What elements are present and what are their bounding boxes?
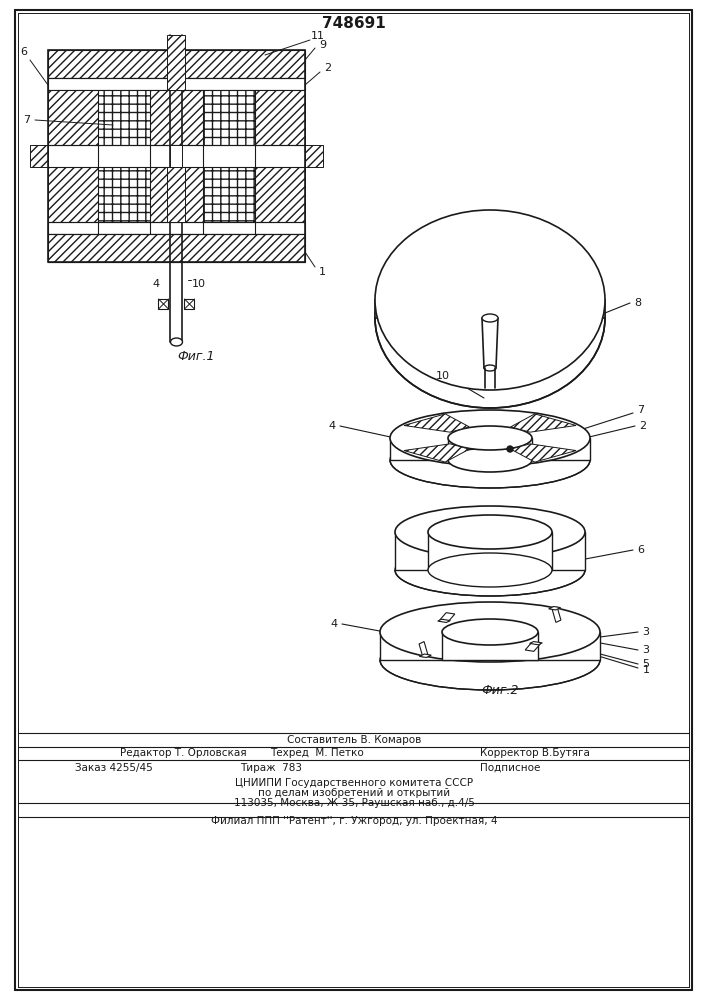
Text: 1: 1 bbox=[643, 665, 650, 675]
Polygon shape bbox=[442, 632, 538, 660]
Text: 10: 10 bbox=[192, 279, 206, 289]
Bar bbox=[203, 90, 255, 145]
Polygon shape bbox=[438, 619, 450, 622]
Text: Тираж  783: Тираж 783 bbox=[240, 763, 302, 773]
Bar bbox=[48, 50, 305, 262]
Polygon shape bbox=[395, 532, 585, 570]
Ellipse shape bbox=[375, 210, 605, 390]
Text: 4: 4 bbox=[329, 421, 336, 431]
Text: 2: 2 bbox=[325, 63, 332, 73]
Text: 2: 2 bbox=[639, 421, 647, 431]
Ellipse shape bbox=[442, 619, 538, 645]
Text: 6: 6 bbox=[638, 545, 645, 555]
Bar bbox=[255, 90, 305, 145]
Ellipse shape bbox=[484, 365, 496, 371]
Text: 7: 7 bbox=[23, 115, 30, 125]
Bar bbox=[48, 234, 305, 262]
Ellipse shape bbox=[428, 515, 552, 549]
Bar bbox=[48, 90, 98, 145]
Bar bbox=[98, 167, 150, 222]
Text: 8: 8 bbox=[634, 298, 641, 308]
Ellipse shape bbox=[395, 544, 585, 596]
Ellipse shape bbox=[448, 448, 532, 472]
Text: 6: 6 bbox=[21, 47, 28, 57]
Text: 5: 5 bbox=[643, 659, 650, 669]
Text: 3: 3 bbox=[643, 627, 650, 637]
Polygon shape bbox=[375, 300, 605, 318]
Ellipse shape bbox=[395, 506, 585, 558]
Text: Редактор Т. Орловская: Редактор Т. Орловская bbox=[120, 748, 247, 758]
Bar bbox=[150, 167, 203, 222]
Text: 3: 3 bbox=[643, 645, 650, 655]
Bar bbox=[48, 167, 98, 222]
Bar bbox=[185, 299, 194, 309]
Text: Филиал ППП ''Pатент'', г. Ужгород, ул. Проектная, 4: Филиал ППП ''Pатент'', г. Ужгород, ул. П… bbox=[211, 816, 497, 826]
Polygon shape bbox=[510, 444, 576, 462]
Polygon shape bbox=[380, 632, 600, 660]
Text: 748691: 748691 bbox=[322, 15, 386, 30]
Text: Корректор В.Бутяга: Корректор В.Бутяга bbox=[480, 748, 590, 758]
Text: ЦНИИПИ Государственного комитета СССР: ЦНИИПИ Государственного комитета СССР bbox=[235, 778, 473, 788]
Bar bbox=[30, 145, 48, 167]
Bar bbox=[168, 167, 185, 222]
Text: Подписное: Подписное bbox=[480, 763, 540, 773]
Text: 113035, Москва, Ж-35, Раушская наб., д.4/5: 113035, Москва, Ж-35, Раушская наб., д.4… bbox=[233, 798, 474, 808]
Polygon shape bbox=[525, 642, 540, 651]
Bar bbox=[170, 145, 182, 167]
Polygon shape bbox=[404, 414, 469, 432]
Ellipse shape bbox=[380, 602, 600, 662]
Polygon shape bbox=[404, 444, 469, 462]
Bar bbox=[158, 299, 168, 309]
Bar bbox=[98, 90, 150, 145]
Bar bbox=[150, 90, 203, 145]
Text: 11: 11 bbox=[311, 31, 325, 41]
Polygon shape bbox=[390, 438, 590, 460]
Polygon shape bbox=[510, 414, 576, 432]
Text: по делам изобретений и открытий: по делам изобретений и открытий bbox=[258, 788, 450, 798]
Text: 4: 4 bbox=[330, 619, 337, 629]
Ellipse shape bbox=[390, 432, 590, 488]
Text: 4: 4 bbox=[153, 279, 160, 289]
Ellipse shape bbox=[375, 228, 605, 408]
Bar bbox=[203, 167, 255, 222]
Ellipse shape bbox=[170, 338, 182, 346]
Polygon shape bbox=[448, 438, 532, 460]
Polygon shape bbox=[552, 607, 561, 622]
Bar bbox=[168, 35, 185, 90]
Circle shape bbox=[507, 446, 513, 452]
Text: Составитель В. Комаров: Составитель В. Комаров bbox=[287, 735, 421, 745]
Polygon shape bbox=[428, 532, 552, 570]
Polygon shape bbox=[419, 642, 428, 657]
Ellipse shape bbox=[380, 630, 600, 690]
Polygon shape bbox=[549, 607, 561, 610]
Text: Фиг.2: Фиг.2 bbox=[481, 684, 519, 696]
Ellipse shape bbox=[448, 426, 532, 450]
Text: Техред  М. Петко: Техред М. Петко bbox=[270, 748, 363, 758]
Text: Фиг.1: Фиг.1 bbox=[177, 351, 215, 363]
Text: 10: 10 bbox=[436, 371, 450, 381]
Bar bbox=[48, 50, 305, 78]
Bar bbox=[305, 145, 323, 167]
Bar bbox=[48, 78, 305, 90]
Text: Заказ 4255/45: Заказ 4255/45 bbox=[75, 763, 153, 773]
Text: 1: 1 bbox=[318, 267, 325, 277]
Bar bbox=[48, 222, 305, 234]
Polygon shape bbox=[440, 613, 455, 622]
Bar bbox=[255, 167, 305, 222]
Text: 9: 9 bbox=[320, 40, 327, 50]
Ellipse shape bbox=[428, 553, 552, 587]
Polygon shape bbox=[419, 654, 431, 657]
Ellipse shape bbox=[390, 410, 590, 466]
Polygon shape bbox=[530, 642, 542, 645]
Text: 7: 7 bbox=[638, 405, 645, 415]
Ellipse shape bbox=[482, 314, 498, 322]
